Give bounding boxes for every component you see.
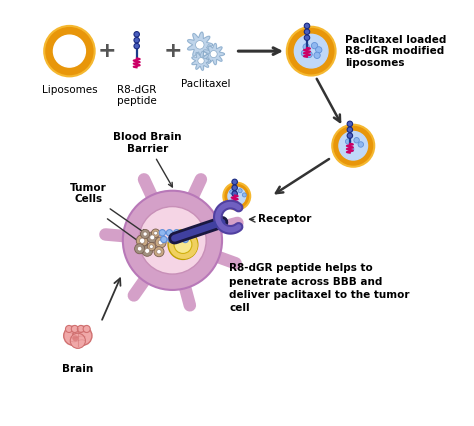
Circle shape [198, 58, 204, 64]
Circle shape [168, 236, 174, 243]
Circle shape [228, 187, 246, 205]
Circle shape [159, 230, 165, 236]
Polygon shape [192, 51, 211, 70]
Text: R8-dGR
peptide: R8-dGR peptide [117, 85, 156, 106]
Circle shape [316, 47, 322, 53]
Circle shape [151, 229, 160, 237]
Circle shape [347, 127, 353, 132]
Circle shape [70, 333, 85, 348]
Circle shape [354, 138, 359, 143]
Circle shape [161, 236, 167, 243]
Text: Blood Brain
Barrier: Blood Brain Barrier [113, 132, 182, 187]
Circle shape [332, 125, 374, 167]
Circle shape [230, 190, 234, 194]
Circle shape [311, 43, 318, 49]
Circle shape [347, 133, 353, 138]
Text: Tumor
Cells: Tumor Cells [70, 183, 146, 233]
Circle shape [346, 139, 351, 144]
Text: Paclitaxel loaded
R8-dGR modified
liposomes: Paclitaxel loaded R8-dGR modified liposo… [345, 35, 446, 68]
Polygon shape [203, 43, 224, 65]
Circle shape [210, 51, 217, 58]
Circle shape [134, 37, 139, 43]
Circle shape [139, 207, 206, 274]
Circle shape [71, 325, 78, 332]
Circle shape [73, 335, 78, 341]
Circle shape [77, 325, 84, 332]
Circle shape [83, 325, 90, 332]
Circle shape [348, 147, 354, 152]
Circle shape [134, 32, 139, 37]
Circle shape [306, 52, 312, 58]
Circle shape [232, 185, 237, 190]
Circle shape [65, 325, 73, 332]
Circle shape [134, 43, 139, 49]
Circle shape [339, 132, 367, 160]
Circle shape [137, 247, 142, 251]
Circle shape [150, 235, 155, 240]
Circle shape [54, 35, 85, 67]
Circle shape [188, 230, 194, 236]
Circle shape [232, 191, 237, 196]
Circle shape [137, 235, 148, 247]
Circle shape [223, 183, 250, 210]
Circle shape [158, 240, 163, 245]
Circle shape [181, 230, 187, 236]
Circle shape [140, 229, 150, 239]
Circle shape [238, 189, 242, 193]
Circle shape [304, 35, 310, 40]
Text: +: + [98, 41, 117, 61]
Circle shape [304, 23, 310, 29]
Text: +: + [163, 41, 182, 61]
Circle shape [294, 35, 328, 68]
Text: Liposomes: Liposomes [42, 85, 97, 95]
Text: Paclitaxel: Paclitaxel [182, 79, 231, 89]
Circle shape [304, 29, 310, 35]
Circle shape [73, 326, 92, 345]
Circle shape [173, 230, 180, 236]
Circle shape [314, 52, 320, 58]
Circle shape [147, 232, 158, 243]
Circle shape [135, 244, 145, 254]
Circle shape [149, 245, 153, 248]
Circle shape [44, 26, 95, 76]
Circle shape [64, 326, 83, 345]
Circle shape [166, 230, 173, 236]
Circle shape [358, 142, 364, 147]
Circle shape [347, 121, 353, 127]
Circle shape [142, 245, 153, 256]
Circle shape [196, 40, 204, 49]
Circle shape [147, 242, 155, 251]
Circle shape [287, 27, 336, 75]
Circle shape [174, 236, 192, 253]
Circle shape [232, 179, 237, 184]
Circle shape [303, 44, 310, 50]
Circle shape [175, 236, 181, 243]
Circle shape [154, 231, 157, 235]
Circle shape [123, 191, 222, 290]
Circle shape [145, 248, 150, 253]
Circle shape [157, 249, 161, 254]
Circle shape [168, 230, 198, 259]
Circle shape [155, 237, 166, 248]
Circle shape [139, 238, 145, 243]
Polygon shape [188, 32, 213, 58]
Circle shape [182, 236, 189, 243]
Text: R8-dGR peptide helps to
penetrate across BBB and
deliver paclitaxel to the tumor: R8-dGR peptide helps to penetrate across… [229, 263, 410, 313]
Circle shape [154, 247, 164, 257]
Circle shape [143, 232, 147, 236]
Text: Brain: Brain [62, 364, 93, 374]
Text: Receptor: Receptor [258, 214, 311, 225]
Circle shape [242, 193, 246, 197]
Circle shape [301, 50, 308, 56]
